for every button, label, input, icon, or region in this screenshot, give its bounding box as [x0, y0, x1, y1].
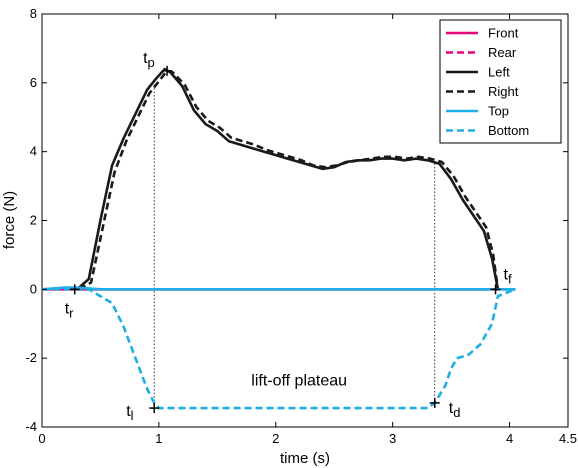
marker-label-tp: tp [143, 50, 155, 70]
legend-label-rear: Rear [488, 45, 517, 60]
legend-label-left: Left [488, 65, 510, 80]
series-line-bottom [42, 287, 516, 410]
x-tick-label: 3 [389, 431, 396, 446]
y-tick-label: -2 [25, 350, 37, 365]
legend-label-front: Front [488, 26, 519, 41]
series-line-right [78, 69, 500, 291]
legend-label-right: Right [488, 84, 519, 99]
x-tick-label: 4.5 [559, 431, 577, 446]
legend-label-bottom: Bottom [488, 123, 529, 138]
axes: 0 1 2 3 4 4.5 -4 -2 0 2 4 6 8 [25, 6, 577, 446]
y-tick-label: 4 [30, 144, 37, 159]
series-line-left [76, 67, 500, 291]
y-tick-label: 8 [30, 6, 37, 21]
x-tick-label: 4 [506, 431, 513, 446]
annotations: lift-off plateau [251, 373, 347, 390]
y-axis-label: force (N) [1, 191, 18, 249]
series-lines [41, 67, 516, 410]
marker-label-td: td [449, 400, 461, 420]
series-line-top [41, 286, 516, 291]
annotation-text: lift-off plateau [251, 373, 347, 390]
y-tick-label: 6 [30, 75, 37, 90]
y-tick-label: 2 [30, 213, 37, 228]
legend-label-top: Top [488, 104, 509, 119]
x-axis-label: time (s) [280, 450, 330, 467]
x-tick-label: 2 [272, 431, 279, 446]
time-markers: tr tp tl td tf [65, 50, 512, 423]
marker-label-tl: tl [126, 403, 133, 423]
marker-label-tr: tr [65, 300, 74, 320]
marker-label-tf: tf [504, 266, 512, 286]
x-tick-label: 1 [155, 431, 162, 446]
legend: Front Rear Left Right Top Bottom [439, 19, 562, 144]
y-tick-label: 0 [30, 281, 37, 296]
y-tick-label: -4 [25, 419, 37, 434]
x-tick-label: 0 [38, 431, 45, 446]
guide-lines [153, 79, 436, 409]
legend-box [439, 19, 562, 144]
